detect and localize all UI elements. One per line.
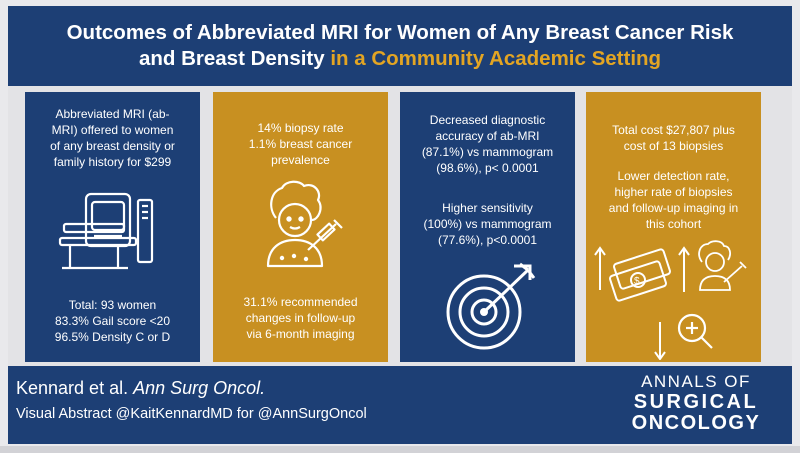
title-line-2: and Breast Density in a Community Academ… (8, 46, 792, 72)
money-icon: $ (609, 248, 671, 302)
patient-biopsy-icon (266, 180, 343, 268)
panel-1-bottom-text: Total: 93 women 83.3% Gail score <20 96.… (54, 298, 171, 344)
target-icon (446, 262, 536, 350)
panel-4-top-text: Total cost $27,807 plus cost of 13 biops… (612, 123, 735, 153)
panel-1-top-text: Abbreviated MRI (ab- MRI) offered to wom… (50, 107, 175, 169)
panel-ab-mri-offer: Abbreviated MRI (ab- MRI) offered to wom… (25, 92, 200, 362)
journal-logo: ANNALS OF SURGICAL ONCOLOGY (608, 372, 784, 438)
title-line-2-white: and Breast Density (138, 47, 325, 70)
title-line-2-highlight: in a Community Academic Setting (330, 47, 662, 70)
citation: Kennard et al. Ann Surg Oncol. (16, 378, 265, 399)
citation-journal: Ann Surg Oncol. (133, 378, 266, 398)
logo-line-1: ANNALS OF (641, 372, 751, 391)
panel-2-bottom-text: 31.1% recommended changes in follow-up v… (243, 295, 358, 341)
visual-abstract-credit: Visual Abstract @KaitKennardMD for @AnnS… (16, 406, 367, 422)
panel-4-mid-text: Lower detection rate, higher rate of bio… (608, 169, 739, 231)
svg-text:$: $ (634, 276, 640, 287)
cost-icons: $ (594, 240, 747, 360)
header: Outcomes of Abbreviated MRI for Women of… (8, 6, 792, 86)
logo-line-3: ONCOLOGY (631, 412, 761, 434)
footer: Kennard et al. Ann Surg Oncol. Visual Ab… (8, 366, 792, 444)
logo-line-2: SURGICAL (633, 391, 759, 413)
panel-3-mid-text: Higher sensitivity (100%) vs mammogram (… (423, 201, 552, 247)
bottom-border (0, 446, 800, 453)
page-title: Outcomes of Abbreviated MRI for Women of… (8, 20, 792, 72)
mri-scanner-icon (58, 192, 154, 270)
magnifier-icon (677, 313, 713, 349)
title-line-1: Outcomes of Abbreviated MRI for Women of… (66, 21, 734, 44)
panel-cost: Total cost $27,807 plus cost of 13 biops… (586, 92, 761, 362)
patient-biopsy-small-icon (698, 240, 747, 291)
panel-2-top-text: 14% biopsy rate 1.1% breast cancer preva… (248, 121, 353, 167)
panel-3-top-text: Decreased diagnostic accuracy of ab-MRI … (421, 113, 554, 175)
panel-biopsy-rate: 14% biopsy rate 1.1% breast cancer preva… (213, 92, 388, 362)
citation-authors: Kennard et al. (16, 378, 129, 398)
panel-diagnostic-accuracy: Decreased diagnostic accuracy of ab-MRI … (400, 92, 575, 362)
